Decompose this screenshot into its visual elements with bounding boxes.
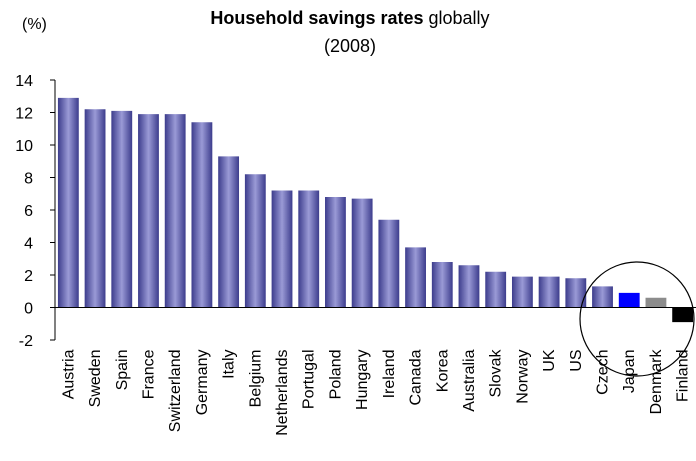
- x-tick-label-sweden: Sweden: [87, 350, 104, 408]
- bar-ireland: [378, 219, 400, 308]
- x-tick-label-us: US: [568, 350, 585, 372]
- bar-finland: [672, 307, 694, 323]
- bar-spain: [111, 110, 133, 308]
- bar-denmark: [645, 297, 667, 308]
- y-tick-label: 6: [24, 203, 33, 220]
- bar-france: [138, 114, 159, 308]
- x-tick-label-uk: UK: [541, 349, 558, 372]
- chart-title: Household savings rates globally: [100, 8, 600, 28]
- bar-hungary: [351, 198, 373, 308]
- bar-czech: [592, 286, 613, 308]
- chart-title-rest: globally: [428, 8, 490, 28]
- x-tick-label-austria: Austria: [60, 349, 77, 399]
- x-tick-label-norway: Norway: [514, 350, 531, 404]
- bar-slovak: [485, 271, 507, 308]
- x-tick-label-netherlands: Netherlands: [274, 350, 291, 436]
- bar-portugal: [298, 190, 320, 308]
- bar-us: [565, 278, 587, 308]
- y-axis-unit: (%): [22, 16, 47, 33]
- x-tick-label-france: France: [140, 349, 157, 399]
- x-tick-label-korea: Korea: [434, 349, 451, 392]
- x-tick-label-germany: Germany: [194, 350, 211, 416]
- bar-korea: [431, 262, 453, 308]
- bars-group: [57, 97, 694, 323]
- y-tick-label: 2: [24, 268, 33, 285]
- bar-germany: [191, 122, 213, 308]
- x-tick-label-australia: Australia: [461, 349, 478, 411]
- y-tick-label: 10: [15, 138, 33, 155]
- bar-sweden: [84, 109, 106, 308]
- bar-canada: [405, 247, 426, 308]
- y-tick-label: 12: [15, 106, 33, 123]
- bar-switzerland: [164, 114, 186, 308]
- x-tick-label-ireland: Ireland: [381, 350, 398, 399]
- bar-belgium: [244, 174, 266, 308]
- y-tick-label: 8: [24, 171, 33, 188]
- x-tick-labels: Austria Sweden Spain France Switzerland Germa…: [60, 349, 691, 436]
- y-tick-label: 4: [24, 236, 33, 253]
- x-tick-label-portugal: Portugal: [301, 350, 318, 410]
- x-tick-label-italy: Italy: [221, 350, 238, 379]
- x-tick-label-slovak: Slovak: [488, 349, 505, 398]
- y-tick-label: -2: [19, 333, 33, 350]
- bar-norway: [511, 276, 533, 308]
- y-tick-labels: -2 0 2 4 6 8 10 12 14: [15, 73, 33, 350]
- highlight-circle: [579, 261, 695, 377]
- bar-japan: [618, 292, 640, 308]
- x-tick-label-denmark: Denmark: [648, 349, 665, 415]
- axes-group: [50, 79, 696, 341]
- x-tick-label-belgium: Belgium: [247, 350, 264, 408]
- x-tick-label-hungary: Hungary: [354, 350, 371, 410]
- x-tick-label-japan: Japan: [621, 350, 638, 394]
- y-tick-label: 0: [24, 301, 33, 318]
- bar-austria: [57, 97, 79, 308]
- chart-title-bold: Household savings rates: [210, 8, 424, 28]
- x-tick-label-spain: Spain: [114, 350, 131, 391]
- chart-subtitle: (2008): [323, 36, 377, 56]
- x-tick-label-canada: Canada: [408, 349, 425, 405]
- bar-australia: [458, 265, 480, 308]
- x-tick-label-switzerland: Switzerland: [167, 350, 184, 433]
- x-tick-label-czech: Czech: [595, 350, 612, 395]
- x-tick-label-finland: Finland: [675, 350, 692, 402]
- bar-netherlands: [271, 190, 293, 308]
- y-tick-label: 14: [15, 73, 33, 90]
- bar-italy: [218, 156, 240, 308]
- x-tick-label-poland: Poland: [327, 350, 344, 400]
- bar-uk: [538, 276, 560, 308]
- bar-poland: [325, 197, 346, 308]
